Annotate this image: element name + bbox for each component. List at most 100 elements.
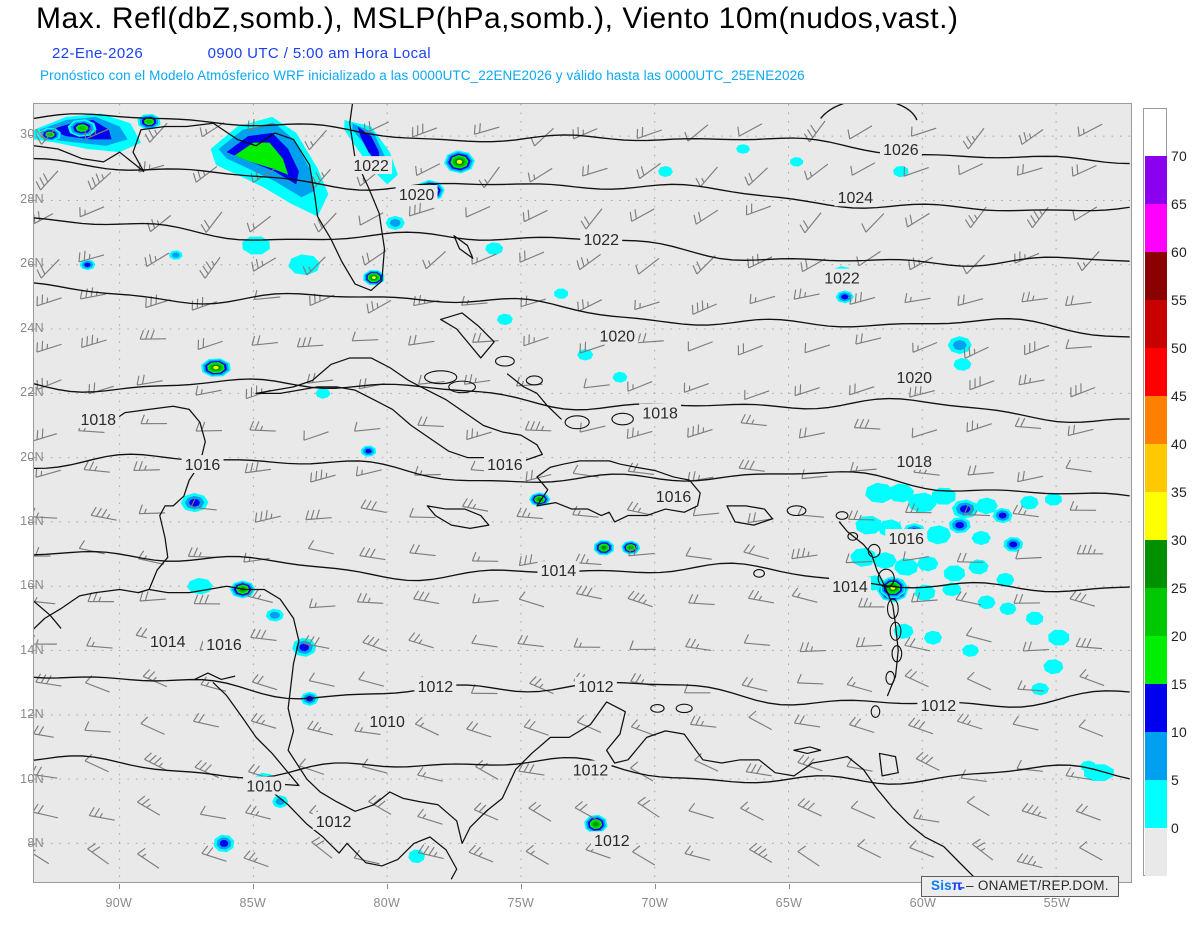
wind-barb bbox=[35, 170, 59, 191]
wind-barb bbox=[516, 507, 543, 520]
colorbar-band bbox=[1145, 684, 1167, 732]
reflectivity-cell bbox=[213, 834, 235, 853]
wind-barb bbox=[579, 422, 606, 433]
wind-barb bbox=[413, 590, 440, 605]
isobar-labels: 1026 1024 1022 1022 1022 1020 1020 1020 1018 1018… bbox=[77, 140, 960, 850]
wind-barb bbox=[88, 806, 115, 821]
wind-barb bbox=[797, 845, 820, 867]
wind-barb bbox=[971, 838, 994, 861]
colorbar-band bbox=[1145, 828, 1167, 876]
wind-barb bbox=[915, 751, 940, 771]
lat-tick-mark bbox=[28, 393, 33, 395]
wind-barb bbox=[251, 674, 278, 691]
wind-barb bbox=[35, 673, 62, 687]
wind-barb bbox=[518, 591, 545, 608]
isobar-label: 1014 bbox=[832, 579, 868, 596]
wind-barb bbox=[583, 378, 610, 389]
isobar-label: 1012 bbox=[578, 679, 614, 696]
isobar-label: 1020 bbox=[399, 187, 435, 204]
reflectivity-cell bbox=[485, 242, 504, 256]
wind-barb bbox=[1026, 206, 1049, 229]
isobar-label: 1018 bbox=[642, 406, 678, 423]
wind-barb bbox=[245, 804, 271, 820]
isobar-label: 1022 bbox=[824, 271, 860, 288]
lat-tick-label: 30N bbox=[20, 127, 44, 142]
wind-barb bbox=[310, 469, 336, 483]
colorbar-tick-label: 5 bbox=[1171, 772, 1179, 788]
wind-barb bbox=[637, 332, 664, 344]
wind-barb bbox=[749, 293, 776, 305]
reflectivity-cell bbox=[187, 577, 213, 595]
weather-map[interactable]: 1026 1024 1022 1022 1022 1020 1020 1020 1018 1018… bbox=[33, 103, 1132, 883]
wind-barb bbox=[636, 162, 661, 180]
wind-barb bbox=[144, 252, 170, 268]
wind-barb bbox=[144, 752, 168, 772]
wind-barb bbox=[627, 381, 653, 392]
wind-barb bbox=[683, 382, 709, 393]
lat-tick-label: 8N bbox=[27, 836, 44, 851]
wind-barb bbox=[908, 717, 934, 735]
wind-barb bbox=[243, 850, 269, 868]
wind-barb bbox=[855, 637, 883, 648]
isobar-label: 1012 bbox=[418, 679, 454, 696]
wind-barb bbox=[195, 385, 222, 396]
wind-barb bbox=[461, 497, 489, 512]
wind-barb bbox=[417, 766, 443, 782]
wind-barb bbox=[688, 802, 714, 819]
wind-barb bbox=[305, 509, 332, 521]
wind-barb bbox=[913, 809, 940, 823]
wind-barb bbox=[311, 836, 333, 859]
wind-barb bbox=[909, 384, 935, 398]
colorbar-band bbox=[1145, 780, 1167, 828]
reflectivity-cell bbox=[977, 595, 996, 610]
wind-barb bbox=[525, 470, 552, 482]
wind-barb bbox=[850, 162, 876, 176]
lat-tick-mark bbox=[28, 135, 33, 137]
wind-barb bbox=[580, 208, 603, 230]
wind-barb bbox=[192, 166, 218, 183]
colorbar-tick-label: 15 bbox=[1171, 676, 1187, 692]
wind-barb bbox=[518, 762, 545, 776]
reflectivity-cell bbox=[612, 371, 628, 383]
isobar-label: 1022 bbox=[583, 232, 619, 249]
colorbar-box bbox=[1143, 108, 1167, 876]
reflectivity-cell bbox=[242, 236, 270, 255]
reflectivity-cell bbox=[1048, 629, 1070, 646]
wind-barb bbox=[573, 637, 601, 648]
wind-barb bbox=[630, 719, 656, 737]
wind-barb bbox=[962, 127, 985, 150]
wind-barb bbox=[691, 300, 717, 315]
wind-barb bbox=[409, 543, 436, 557]
wind-barb bbox=[794, 384, 820, 397]
wind-barb bbox=[302, 256, 326, 276]
reflectivity-colorbar[interactable]: 0 5 10 15 20 25 30 35 40 45 50 55 60 65 70 bbox=[1143, 108, 1187, 876]
reflectivity-patch bbox=[357, 126, 380, 166]
lat-tick-label: 28N bbox=[20, 191, 44, 206]
colorbar-tick-label: 30 bbox=[1171, 532, 1187, 548]
wind-barb bbox=[905, 503, 932, 514]
wind-barb bbox=[857, 839, 882, 859]
wind-barb bbox=[34, 634, 57, 645]
wind-barb bbox=[187, 547, 215, 558]
wind-barb bbox=[791, 587, 818, 603]
wind-barb bbox=[246, 215, 271, 233]
wind-barb bbox=[83, 460, 110, 473]
wind-barb bbox=[1022, 641, 1050, 652]
colorbar-band bbox=[1145, 252, 1167, 300]
wind-barb bbox=[1076, 544, 1104, 555]
wind-barb bbox=[963, 505, 991, 517]
lat-tick-mark bbox=[28, 779, 33, 781]
wind-barb bbox=[582, 164, 608, 177]
reflectivity-cell bbox=[887, 483, 914, 503]
wind-barb bbox=[475, 759, 499, 780]
reflectivity-cell bbox=[865, 482, 894, 504]
wind-barb bbox=[861, 213, 885, 233]
wind-barb bbox=[1075, 637, 1103, 650]
wind-barb bbox=[956, 552, 984, 563]
wind-barb bbox=[637, 796, 660, 818]
wind-barb bbox=[303, 430, 329, 441]
lat-tick-mark bbox=[28, 650, 33, 652]
wind-barb bbox=[414, 716, 439, 736]
wind-barb bbox=[910, 126, 937, 137]
wind-barb bbox=[304, 129, 327, 151]
